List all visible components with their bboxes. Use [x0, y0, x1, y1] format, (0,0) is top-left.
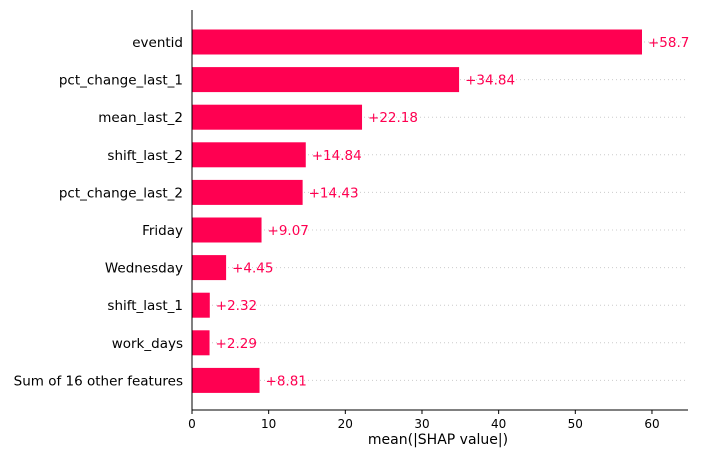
bar [192, 330, 210, 356]
bar [192, 29, 642, 55]
bar-value-label: +14.84 [312, 148, 362, 164]
category-label: Sum of 16 other features [14, 373, 183, 389]
category-label: shift_last_2 [107, 148, 183, 164]
x-ticks: 0 10 20 30 40 50 60 [188, 410, 660, 431]
bar-value-label: +8.81 [266, 373, 307, 389]
category-label: eventid [132, 35, 183, 51]
x-tick-label: 60 [644, 417, 659, 431]
x-tick-label: 50 [568, 417, 583, 431]
category-label: work_days [112, 336, 183, 352]
x-axis-title: mean(|SHAP value|) [368, 432, 508, 448]
guide-lines [192, 41, 688, 381]
category-label: Wednesday [105, 261, 183, 277]
x-tick-label: 10 [261, 417, 276, 431]
value-labels: +58.7 +34.84 +22.18 +14.84 +14.43 +9.07 +4.45 +… [216, 35, 690, 389]
bar-value-label: +58.7 [648, 35, 689, 51]
axes [191, 10, 688, 411]
bar [192, 217, 262, 243]
category-label: Friday [142, 223, 183, 239]
bar [192, 67, 460, 93]
bar [192, 179, 303, 205]
bar-value-label: +9.07 [268, 223, 309, 239]
bar-value-label: +4.45 [232, 261, 273, 277]
category-label: mean_last_2 [98, 110, 183, 126]
bar-value-label: +2.29 [216, 336, 257, 352]
bar [192, 255, 227, 281]
x-tick-label: 0 [188, 417, 196, 431]
bar [192, 292, 210, 318]
x-tick-label: 40 [491, 417, 506, 431]
x-tick-label: 20 [338, 417, 353, 431]
bar [192, 142, 306, 168]
bar-value-label: +22.18 [368, 110, 418, 126]
category-labels: eventid pct_change_last_1 mean_last_2shift… [14, 35, 183, 389]
category-label: pct_change_last_1 [59, 73, 183, 89]
bars [192, 29, 642, 393]
bar [192, 367, 260, 393]
category-label: shift_last_1 [107, 298, 183, 314]
bar-value-label: +34.84 [465, 73, 515, 89]
x-tick-label: 30 [414, 417, 429, 431]
bar [192, 104, 363, 130]
bar-value-label: +14.43 [309, 185, 359, 201]
category-label: pct_change_last_2 [59, 185, 183, 201]
bar-value-label: +2.32 [216, 298, 257, 314]
